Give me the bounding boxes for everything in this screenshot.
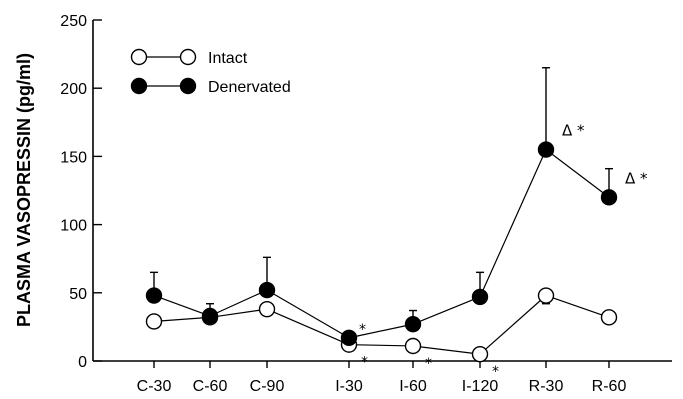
y-axis-ticks: 0 50 100 150 200 250 bbox=[60, 13, 102, 371]
denervated-line-segment bbox=[356, 325, 406, 337]
denervated-point bbox=[201, 307, 219, 325]
intact-point bbox=[404, 337, 422, 355]
legend: Intact Denervated bbox=[130, 48, 291, 96]
x-tick-label: C-60 bbox=[193, 378, 228, 395]
denervated-point bbox=[340, 329, 358, 347]
denervated-line-segment bbox=[273, 293, 343, 335]
intact-annotation: * bbox=[425, 356, 432, 372]
intact-point bbox=[145, 313, 163, 330]
y-axis-label: PLASMA VASOPRESSIN (pg/ml) bbox=[14, 53, 34, 327]
denervated-point bbox=[258, 281, 276, 299]
denervated-point bbox=[600, 189, 618, 206]
y-tick-label: 100 bbox=[60, 218, 87, 235]
intact-point bbox=[258, 300, 276, 318]
intact-line-segment bbox=[420, 346, 473, 354]
denervated-line-segment bbox=[419, 299, 474, 322]
data-points bbox=[145, 141, 618, 363]
legend-intact-marker-right bbox=[179, 48, 197, 66]
x-tick-label: R-60 bbox=[592, 378, 627, 395]
denervated-annotation: Δ * bbox=[625, 169, 648, 187]
denervated-line-segment bbox=[160, 297, 204, 314]
denervated-point bbox=[145, 287, 163, 304]
denervated-line-segment bbox=[216, 292, 261, 314]
legend-denervated-marker-left bbox=[130, 77, 148, 95]
y-tick-label: 50 bbox=[69, 286, 87, 303]
x-tick-label: I-30 bbox=[335, 378, 363, 395]
denervated-line-segment bbox=[482, 156, 544, 291]
intact-line-segment bbox=[161, 317, 203, 322]
intact-line-segment bbox=[356, 344, 406, 347]
intact-line-segment bbox=[273, 311, 343, 343]
denervated-point bbox=[471, 288, 489, 306]
x-axis-ticks: C-30 C-60 C-90 I-30 I-60 I-120 R-30 R-60 bbox=[137, 361, 627, 395]
y-tick-label: 200 bbox=[60, 81, 87, 98]
x-tick-label: I-60 bbox=[399, 378, 427, 395]
intact-line-segment bbox=[485, 300, 541, 350]
x-tick-label: C-30 bbox=[137, 378, 172, 395]
denervated-line-segment bbox=[551, 153, 604, 194]
error-bars bbox=[150, 67, 613, 317]
series-lines bbox=[160, 153, 604, 354]
denervated-annotation: Δ * bbox=[562, 122, 585, 140]
x-tick-label: C-90 bbox=[250, 378, 285, 395]
intact-line-segment bbox=[217, 309, 260, 317]
significance-annotations: * * * * Δ * Δ * bbox=[359, 122, 648, 381]
intact-point bbox=[537, 287, 555, 304]
y-tick-label: 0 bbox=[78, 354, 87, 371]
intact-annotation: * bbox=[361, 355, 368, 371]
legend-denervated-label: Denervated bbox=[208, 79, 291, 96]
intact-point bbox=[600, 309, 618, 326]
legend-intact-label: Intact bbox=[208, 50, 248, 67]
intact-point bbox=[471, 345, 489, 363]
intact-annotation: * bbox=[492, 364, 499, 380]
x-tick-label: R-30 bbox=[529, 378, 564, 395]
y-tick-label: 150 bbox=[60, 149, 87, 166]
x-tick-label: I-120 bbox=[462, 378, 499, 395]
denervated-point bbox=[537, 141, 555, 158]
y-tick-label: 250 bbox=[60, 13, 87, 30]
denervated-annotation: * bbox=[359, 322, 366, 338]
denervated-point bbox=[404, 315, 422, 333]
legend-intact-marker-left bbox=[130, 48, 148, 66]
intact-line-segment bbox=[552, 297, 603, 316]
axes bbox=[92, 20, 672, 362]
legend-denervated-marker-right bbox=[179, 77, 197, 95]
